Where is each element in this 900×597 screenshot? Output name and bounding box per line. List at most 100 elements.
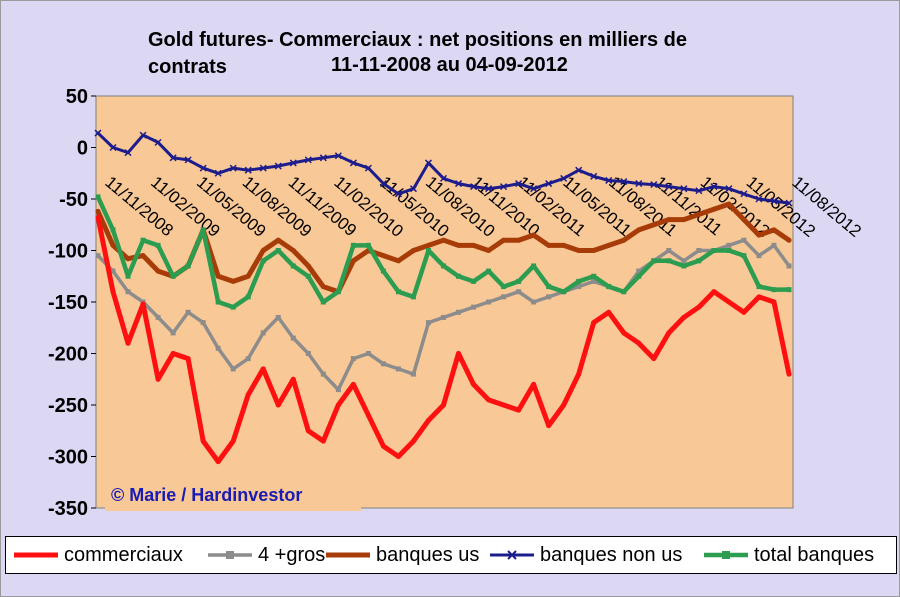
data-point-banques-non-us: [394, 190, 402, 198]
data-point-gros: [410, 371, 416, 377]
y-tick-label: 0: [77, 138, 88, 160]
legend-swatch-banques-us: [326, 552, 370, 558]
data-point-gros: [456, 309, 462, 315]
data-point-banques-non-us: [530, 185, 538, 193]
data-point-commerciaux: [486, 397, 492, 403]
y-tick-label: -150: [48, 292, 88, 314]
data-point-banques-us: [711, 206, 717, 212]
data-point-commerciaux: [591, 320, 597, 326]
data-point-gros: [245, 356, 251, 362]
data-point-commerciaux: [245, 392, 251, 398]
data-point-banques-non-us: [124, 149, 132, 157]
data-point-total-banques: [125, 273, 131, 279]
data-point-commerciaux: [621, 330, 627, 336]
data-point-banques-non-us: [319, 154, 327, 162]
data-point-gros: [546, 294, 552, 300]
y-tick-label: -350: [48, 498, 88, 520]
data-point-banques-us: [275, 237, 281, 243]
data-point-gros: [215, 345, 221, 351]
data-point-commerciaux: [185, 356, 191, 362]
data-point-banques-non-us: [560, 174, 568, 182]
data-point-commerciaux: [666, 330, 672, 336]
data-point-banques-us: [395, 258, 401, 264]
data-point-total-banques: [786, 287, 792, 293]
data-point-banques-non-us: [379, 180, 387, 188]
data-point-banques-us: [636, 227, 642, 233]
data-point-total-banques: [245, 294, 251, 300]
data-point-banques-us: [546, 242, 552, 248]
data-point-banques-us: [110, 242, 116, 248]
data-point-commerciaux: [395, 454, 401, 459]
data-point-total-banques: [456, 273, 462, 279]
data-point-commerciaux: [681, 314, 687, 320]
data-point-banques-non-us: [740, 190, 748, 198]
data-point-banques-non-us: [515, 180, 523, 188]
data-point-banques-us: [215, 273, 221, 279]
data-point-gros: [516, 289, 522, 295]
legend-swatch-gros: [208, 551, 252, 559]
legend-swatch-banques-non-us: [490, 550, 534, 560]
data-point-banques-non-us: [199, 164, 207, 172]
data-point-total-banques: [410, 294, 416, 300]
legend-label-banques-non-us: banques non us: [540, 544, 683, 566]
data-point-gros: [95, 253, 101, 259]
data-point-commerciaux: [726, 299, 732, 305]
data-point-banques-us: [471, 242, 477, 248]
data-point-banques-us: [486, 248, 492, 253]
data-point-banques-non-us: [154, 138, 162, 146]
data-point-banques-non-us: [605, 176, 613, 184]
data-point-total-banques: [215, 299, 221, 305]
legend-marker: [507, 550, 517, 560]
data-point-commerciaux: [531, 381, 537, 387]
data-point-commerciaux: [471, 381, 477, 387]
data-point-total-banques: [711, 248, 717, 253]
data-point-banques-us: [245, 273, 251, 279]
data-point-banques-non-us: [409, 185, 417, 193]
legend-label-gros: 4 +gros: [258, 544, 326, 566]
data-point-total-banques: [546, 284, 552, 290]
data-point-banques-us: [155, 268, 161, 274]
data-point-banques-non-us: [500, 183, 508, 191]
data-point-commerciaux: [380, 443, 386, 449]
watermark-box: [105, 479, 361, 511]
data-point-gros: [696, 248, 702, 253]
data-point-banques-non-us: [94, 129, 102, 137]
data-point-commerciaux: [200, 438, 206, 444]
data-point-banques-us: [425, 242, 431, 248]
data-point-banques-us: [741, 217, 747, 223]
data-point-commerciaux: [456, 351, 462, 356]
chart-title: Gold futures- Commerciaux : net position…: [148, 29, 687, 51]
y-tick-label: -250: [48, 395, 88, 417]
data-point-banques-non-us: [304, 156, 312, 164]
data-point-gros: [756, 253, 762, 259]
data-point-total-banques: [425, 248, 431, 253]
data-point-commerciaux: [501, 402, 507, 408]
data-point-commerciaux: [215, 459, 221, 465]
data-point-commerciaux: [260, 366, 266, 372]
data-point-total-banques: [591, 273, 597, 279]
data-point-banques-us: [305, 263, 311, 269]
data-point-banques-non-us: [349, 159, 357, 167]
data-point-gros: [320, 371, 326, 377]
data-point-gros: [441, 314, 446, 320]
data-point-banques-non-us: [364, 164, 372, 172]
data-point-banques-us: [350, 258, 356, 264]
data-point-commerciaux: [636, 340, 642, 346]
data-point-banques-non-us: [334, 152, 342, 160]
legend-label-banques-us: banques us: [376, 544, 480, 566]
data-point-banques-non-us: [770, 197, 778, 205]
data-point-gros: [681, 258, 687, 264]
data-point-total-banques: [305, 273, 311, 279]
plot-area: [95, 95, 794, 509]
data-point-banques-us: [410, 248, 416, 253]
data-point-commerciaux: [140, 301, 146, 307]
data-point-banques-non-us: [590, 172, 598, 180]
data-point-gros: [591, 278, 597, 284]
data-point-commerciaux: [155, 376, 161, 382]
data-point-banques-us: [606, 242, 612, 248]
data-point-total-banques: [726, 248, 732, 253]
data-point-banques-us: [456, 242, 462, 248]
data-point-commerciaux: [95, 215, 101, 221]
data-point-commerciaux: [125, 340, 131, 346]
data-point-gros: [200, 320, 206, 326]
